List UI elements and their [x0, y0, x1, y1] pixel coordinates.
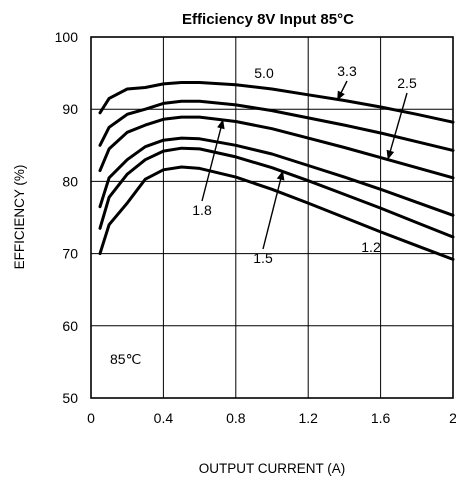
chart-title: Efficiency 8V Input 85°C [182, 11, 354, 28]
arrowhead-3-3 [337, 90, 345, 101]
series-label-1-8: 1.8 [192, 202, 212, 218]
arrowhead-1-5 [276, 170, 285, 181]
series-group [98, 81, 455, 261]
series-line-3-3 [98, 99, 455, 152]
series-label-1-2: 1.2 [361, 239, 381, 255]
leader-line-1-8 [201, 119, 224, 202]
y-tick-label: 100 [55, 29, 79, 45]
x-tick-label: 0 [87, 410, 95, 426]
y-tick-label: 70 [62, 246, 78, 262]
y-axis-label: EFFICIENCY (%) [12, 165, 27, 270]
series-labels: 5.0 3.3 2.5 1.8 1.5 1.2 [192, 63, 417, 266]
series-label-2-5: 2.5 [397, 75, 417, 91]
y-tick-label: 90 [62, 101, 78, 117]
series-line-5-0 [98, 81, 455, 124]
series-line-2-5 [98, 115, 455, 180]
x-tick-label: 0.4 [154, 410, 174, 426]
leader-line-2-5 [387, 92, 408, 160]
plot-frame [90, 36, 454, 399]
series-label-3-3: 3.3 [337, 63, 357, 79]
x-tick-label: 1.6 [371, 410, 391, 426]
y-tick-label: 50 [62, 390, 78, 406]
x-axis-label: OUTPUT CURRENT (A) [199, 461, 346, 476]
x-tick-labels: 0 0.4 0.8 1.2 1.6 2 [87, 410, 456, 426]
y-tick-labels: 50 60 70 80 90 100 [55, 29, 79, 406]
series-label-5-0: 5.0 [254, 65, 274, 81]
series-line-1-2 [98, 165, 455, 261]
grid [91, 37, 453, 398]
arrowhead-1-8 [217, 119, 225, 130]
y-tick-label: 60 [62, 318, 78, 334]
y-tick-label: 80 [62, 173, 78, 189]
arrowhead-2-5 [386, 149, 395, 160]
temperature-annotation: 85℃ [110, 351, 141, 367]
series-line-1-5 [98, 146, 455, 239]
x-tick-label: 2 [449, 410, 456, 426]
series-label-1-5: 1.5 [253, 250, 273, 266]
x-tick-label: 1.2 [298, 410, 318, 426]
leader-line-1-5 [262, 170, 284, 250]
x-tick-label: 0.8 [226, 410, 246, 426]
